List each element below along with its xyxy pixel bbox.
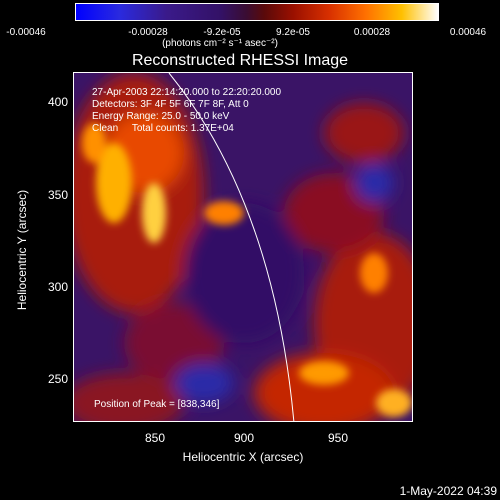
rhessi-image: 27-Apr-2003 22:14:20.000 to 22:20:20.000… [73, 72, 413, 422]
info-detectors: Detectors: 3F 4F 5F 6F 7F 8F, Att 0 [92, 99, 249, 110]
plot-title: Reconstructed RHESSI Image [131, 52, 349, 69]
x-axis-label: Heliocentric X (arcsec) [182, 450, 304, 464]
x-tick: 900 [233, 431, 255, 445]
colorbar [75, 3, 439, 21]
datestamp: 1-May-2022 04:39 [399, 484, 497, 498]
colorbar-tick: 0.00046 [449, 27, 487, 38]
y-tick: 300 [47, 280, 68, 294]
limb-curve [168, 73, 295, 421]
colorbar-tick: -0.00046 [6, 27, 46, 38]
info-clean: Clean Total counts: 1.37E+04 [92, 123, 234, 134]
colorbar-tick: 9.2e-05 [276, 27, 310, 38]
x-tick: 950 [327, 431, 349, 445]
y-tick: 400 [47, 95, 68, 109]
colorbar-units: (photons cm⁻² s⁻¹ asec⁻²) [162, 38, 278, 49]
colorbar-tick: -9.2e-05 [203, 27, 241, 38]
peak-position: Position of Peak = [838,346] [94, 399, 220, 410]
y-tick: 350 [47, 188, 68, 202]
colorbar-tick: -0.00028 [128, 27, 168, 38]
image-canvas [74, 73, 412, 421]
info-time: 27-Apr-2003 22:14:20.000 to 22:20:20.000 [92, 87, 282, 98]
y-tick: 250 [47, 372, 68, 386]
info-energy: Energy Range: 25.0 - 50.0 keV [92, 111, 230, 122]
colorbar-tick: 0.00028 [353, 27, 391, 38]
x-tick: 850 [144, 431, 166, 445]
y-axis-label: Heliocentric Y (arcsec) [15, 189, 29, 311]
